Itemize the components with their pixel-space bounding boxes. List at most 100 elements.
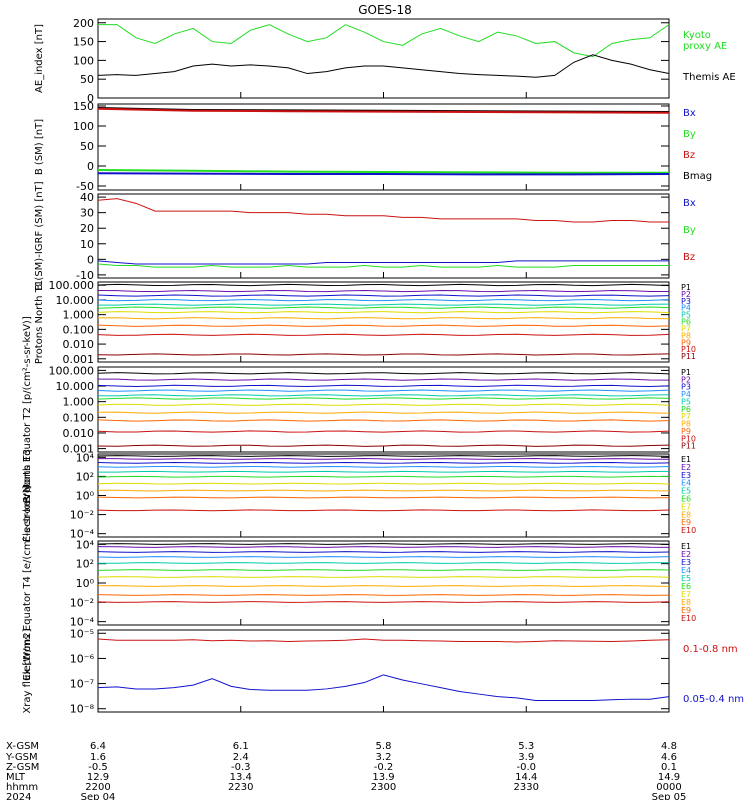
channel-e9: [97, 496, 670, 499]
channel-p9: [97, 419, 670, 422]
channel-p3: [97, 384, 670, 388]
series-bz: [97, 198, 669, 223]
ephemeris-row-label: 2024: [6, 792, 31, 800]
y-tick-label: 200: [73, 17, 94, 30]
y-tick-label: 10⁻⁴: [70, 528, 95, 541]
ephemeris-value: 0.1: [661, 762, 677, 773]
channel-p2: [97, 378, 670, 381]
channel-p2: [97, 289, 670, 293]
y-tick-label: 0.100: [63, 323, 95, 336]
channel-label-e5: E5: [681, 574, 691, 583]
channel-label-p9: P9: [681, 338, 691, 347]
legend-item: Bx: [683, 108, 696, 119]
ephemeris-value: 5.8: [376, 741, 392, 752]
channel-label-p4: P4: [681, 304, 691, 313]
y-tick-label: 10⁻⁴: [70, 616, 95, 629]
channel-label-p7: P7: [681, 324, 691, 333]
channel-label-e7: E7: [681, 502, 691, 511]
y-tick-label: 0.100: [63, 411, 95, 424]
y-tick-label: 30: [80, 207, 94, 220]
ephemeris-value: 1.6: [90, 752, 106, 763]
channel-p10: [97, 430, 670, 433]
channel-label-e2: E2: [681, 550, 691, 559]
y-tick-label: 1.000: [63, 396, 95, 409]
channel-label-p6: P6: [681, 318, 691, 327]
channel-label-p3: P3: [681, 383, 691, 392]
channel-e2: [97, 458, 670, 460]
channel-e3: [97, 462, 670, 464]
channel-label-e8: E8: [681, 598, 691, 607]
y-tick-label: 10⁻²: [70, 509, 94, 522]
y-tick-label: -10: [76, 269, 94, 282]
channel-label-e1: E1: [681, 542, 691, 551]
y-tick-label: 10⁰: [76, 577, 95, 590]
y-tick-label: 150: [73, 100, 94, 113]
y-tick-label: 10⁴: [76, 451, 95, 464]
channel-p3: [97, 294, 670, 297]
ephemeris-value: Sep 04: [81, 792, 116, 800]
ephemeris-value: Sep 05: [652, 792, 687, 800]
y-tick-label: 0: [87, 92, 94, 105]
ephemeris-value: 6.4: [90, 741, 106, 752]
y-tick-label: 100.000: [49, 364, 95, 377]
legend-item: 0.05-0.4 nm: [683, 694, 744, 705]
ephemeris-value: -0.0: [516, 762, 536, 773]
channel-p9: [97, 324, 670, 327]
channel-label-p7: P7: [681, 412, 691, 421]
panel-3: -10 0 10 20 30 40 B (SM)-IGRF (SM) [nT] Bx By Bz: [34, 181, 696, 290]
legend-item: By: [683, 225, 696, 236]
channel-p4: [97, 389, 670, 392]
y-tick-label: 100: [73, 120, 94, 133]
channel-label-e10: E10: [681, 526, 696, 535]
ephemeris-value: 2.4: [233, 752, 249, 763]
y-axis-label: Protons North T1: [34, 280, 45, 364]
channel-p5: [97, 303, 670, 306]
channel-label-e5: E5: [681, 487, 691, 496]
legend-item: Themis AE: [682, 72, 736, 83]
ephemeris-value: 12.9: [87, 772, 109, 783]
channel-label-p11: P11: [681, 442, 696, 451]
channel-label-e6: E6: [681, 495, 691, 504]
ephemeris-value: 3.2: [376, 752, 392, 763]
legend-item: Bz: [683, 252, 695, 263]
y-tick-label: -50: [76, 180, 94, 193]
ephemeris-value: 4.8: [661, 741, 677, 752]
y-tick-label: 10²: [76, 558, 94, 571]
series-0-1-0-8-nm: [97, 638, 670, 643]
panel-frame: [97, 540, 670, 626]
series-kyoto-proxy-ae: [98, 24, 670, 58]
channel-label-e3: E3: [681, 558, 691, 567]
ephemeris-row-label: hhmm: [6, 782, 38, 793]
channel-e10: [97, 601, 670, 603]
panel-frame: [97, 281, 670, 363]
y-axis-label: Protons Equator T2 [p/(cm²-s-sr-keV)]: [22, 316, 33, 503]
channel-e1: [97, 455, 670, 457]
series-themis-ae: [97, 54, 670, 78]
channel-p11: [97, 444, 670, 447]
panel-2: -50 0 50 100 150 B (SM) [nT] Bx By Bz Bmag: [34, 100, 712, 193]
channel-p7: [97, 403, 670, 406]
channel-label-p2: P2: [681, 290, 691, 299]
y-tick-label: 100.000: [49, 279, 95, 292]
ephemeris-value: 13.4: [230, 772, 252, 783]
y-tick-label: 10: [80, 238, 94, 251]
channel-p1: [97, 283, 670, 287]
y-tick-label: 50: [80, 140, 94, 153]
channel-p1: [97, 372, 670, 375]
legend-item: Kyoto: [683, 30, 711, 41]
y-axis-label: AE_index [nT]: [34, 24, 45, 93]
channel-p10: [97, 333, 670, 336]
ephemeris-value: 14.4: [515, 772, 537, 783]
channel-p8: [97, 411, 670, 414]
series-by: [97, 263, 669, 268]
ephemeris-value: -0.5: [88, 762, 108, 773]
channel-label-e2: E2: [681, 463, 691, 472]
channel-e4: [97, 465, 670, 468]
panel-frame: [97, 103, 670, 191]
panel-frame: [97, 629, 670, 713]
y-tick-label: 10²: [76, 470, 94, 483]
ephemeris-value: 2230: [228, 782, 253, 793]
y-tick-label: 0.001: [63, 353, 95, 366]
